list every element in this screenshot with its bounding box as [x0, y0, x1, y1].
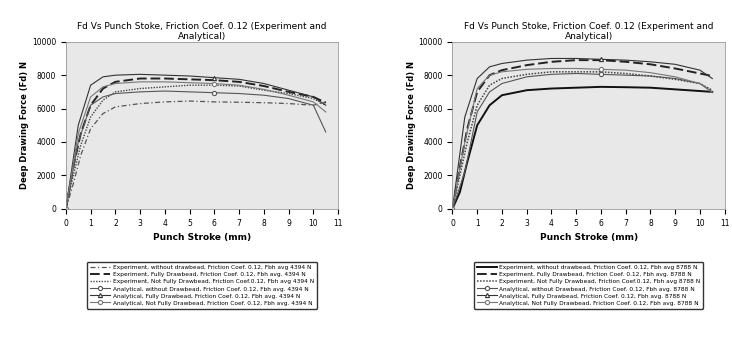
X-axis label: Punch Stroke (mm): Punch Stroke (mm) [539, 233, 638, 242]
Y-axis label: Deep Drawing Force (Fd) N: Deep Drawing Force (Fd) N [407, 61, 416, 189]
X-axis label: Punch Stroke (mm): Punch Stroke (mm) [153, 233, 251, 242]
Legend: Experiment, without drawbead, Friction Coef. 0.12, Fbh avg 4394 N, Experiment, F: Experiment, without drawbead, Friction C… [87, 262, 317, 309]
Y-axis label: Deep Drawing Force (Fd) N: Deep Drawing Force (Fd) N [20, 61, 29, 189]
Legend: Experiment, without drawbead, Friction Coef. 0.12, Fbh avg 8788 N, Experiment, F: Experiment, without drawbead, Friction C… [474, 262, 703, 309]
Title: Fd Vs Punch Stoke, Friction Coef. 0.12 (Experiment and
Analytical): Fd Vs Punch Stoke, Friction Coef. 0.12 (… [464, 22, 713, 41]
Title: Fd Vs Punch Stoke, Friction Coef. 0.12 (Experiment and
Analytical): Fd Vs Punch Stoke, Friction Coef. 0.12 (… [78, 22, 326, 41]
